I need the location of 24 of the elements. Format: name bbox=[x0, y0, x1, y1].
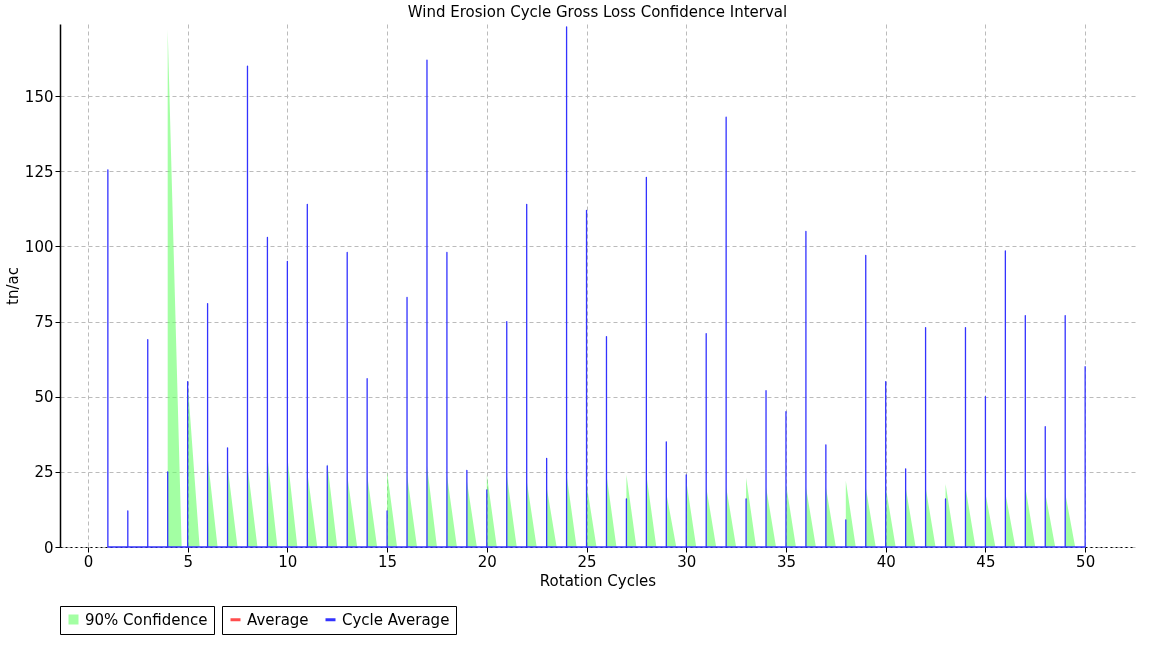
y-tick-label: 0 bbox=[43, 538, 54, 557]
x-tick-label: 25 bbox=[577, 552, 597, 571]
y-tick-label: 150 bbox=[24, 87, 54, 106]
legend-label: 90% Confidence bbox=[85, 610, 208, 629]
y-tick-label: 50 bbox=[34, 388, 54, 407]
x-tick-label: 20 bbox=[477, 552, 497, 571]
y-tick-label: 25 bbox=[34, 463, 54, 482]
x-tick-label: 30 bbox=[677, 552, 697, 571]
x-tick-label: 45 bbox=[976, 552, 996, 571]
x-tick-label: 40 bbox=[876, 552, 896, 571]
x-tick-label: 5 bbox=[183, 552, 193, 571]
x-tick-label: 50 bbox=[1076, 552, 1096, 571]
legend-label: Cycle Average bbox=[342, 610, 450, 629]
x-tick-label: 35 bbox=[776, 552, 797, 571]
y-tick-label: 100 bbox=[24, 237, 54, 256]
x-tick-label: 0 bbox=[83, 552, 94, 571]
y-tick-label: 75 bbox=[34, 313, 54, 332]
x-tick-label: 15 bbox=[378, 552, 398, 571]
x-tick-label: 10 bbox=[278, 552, 298, 571]
y-axis-title: tn/ac bbox=[3, 267, 22, 305]
x-axis-title: Rotation Cycles bbox=[539, 571, 657, 590]
y-tick-label: 125 bbox=[24, 162, 54, 181]
chart-title: Wind Erosion Cycle Gross Loss Confidence Interval bbox=[407, 3, 788, 21]
legend-label: Average bbox=[247, 610, 309, 629]
